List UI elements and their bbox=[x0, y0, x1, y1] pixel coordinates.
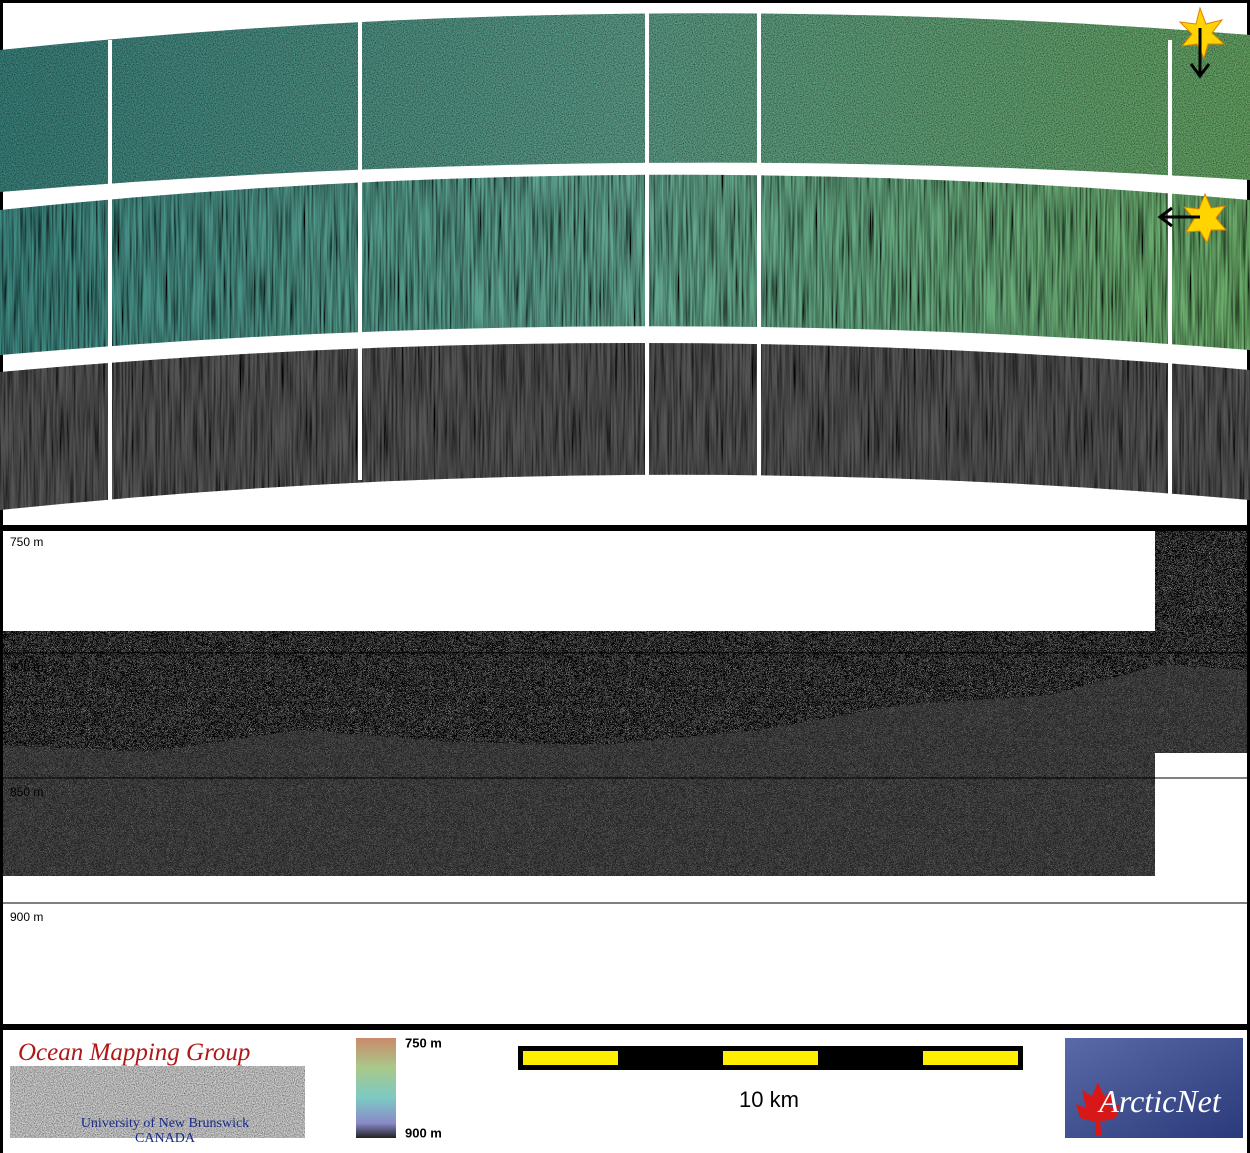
maple-leaf bbox=[1076, 1082, 1120, 1135]
depth-label: 850 m bbox=[10, 785, 43, 799]
seabed bbox=[3, 665, 1247, 876]
strip-gaps bbox=[108, 10, 1172, 510]
depth-label: 900 m bbox=[10, 910, 43, 924]
depth-label: 800 m bbox=[10, 660, 43, 674]
depth-label: 750 m bbox=[10, 535, 43, 549]
depth-lines bbox=[3, 652, 1247, 904]
backscatter-strip bbox=[0, 342, 1250, 510]
sun-icon bbox=[1178, 6, 1226, 79]
sun-icon bbox=[1157, 192, 1228, 245]
color-scale-bottom: 900 m bbox=[405, 1125, 442, 1140]
shaded-relief-strip bbox=[0, 13, 1250, 193]
omg-title: Ocean Mapping Group bbox=[18, 1039, 250, 1066]
omg-country: CANADA bbox=[135, 1131, 196, 1146]
omg-university: University of New Brunswick bbox=[81, 1116, 249, 1131]
omg-logo-image bbox=[10, 1066, 305, 1138]
color-scale bbox=[356, 1038, 396, 1138]
scale-bar bbox=[518, 1046, 1023, 1070]
arcticnet-text: ArcticNet bbox=[1097, 1083, 1222, 1119]
scale-bar-label: 10 km bbox=[739, 1087, 799, 1112]
relief-strip-side-lit bbox=[0, 174, 1250, 355]
color-scale-top: 750 m bbox=[405, 1035, 442, 1050]
